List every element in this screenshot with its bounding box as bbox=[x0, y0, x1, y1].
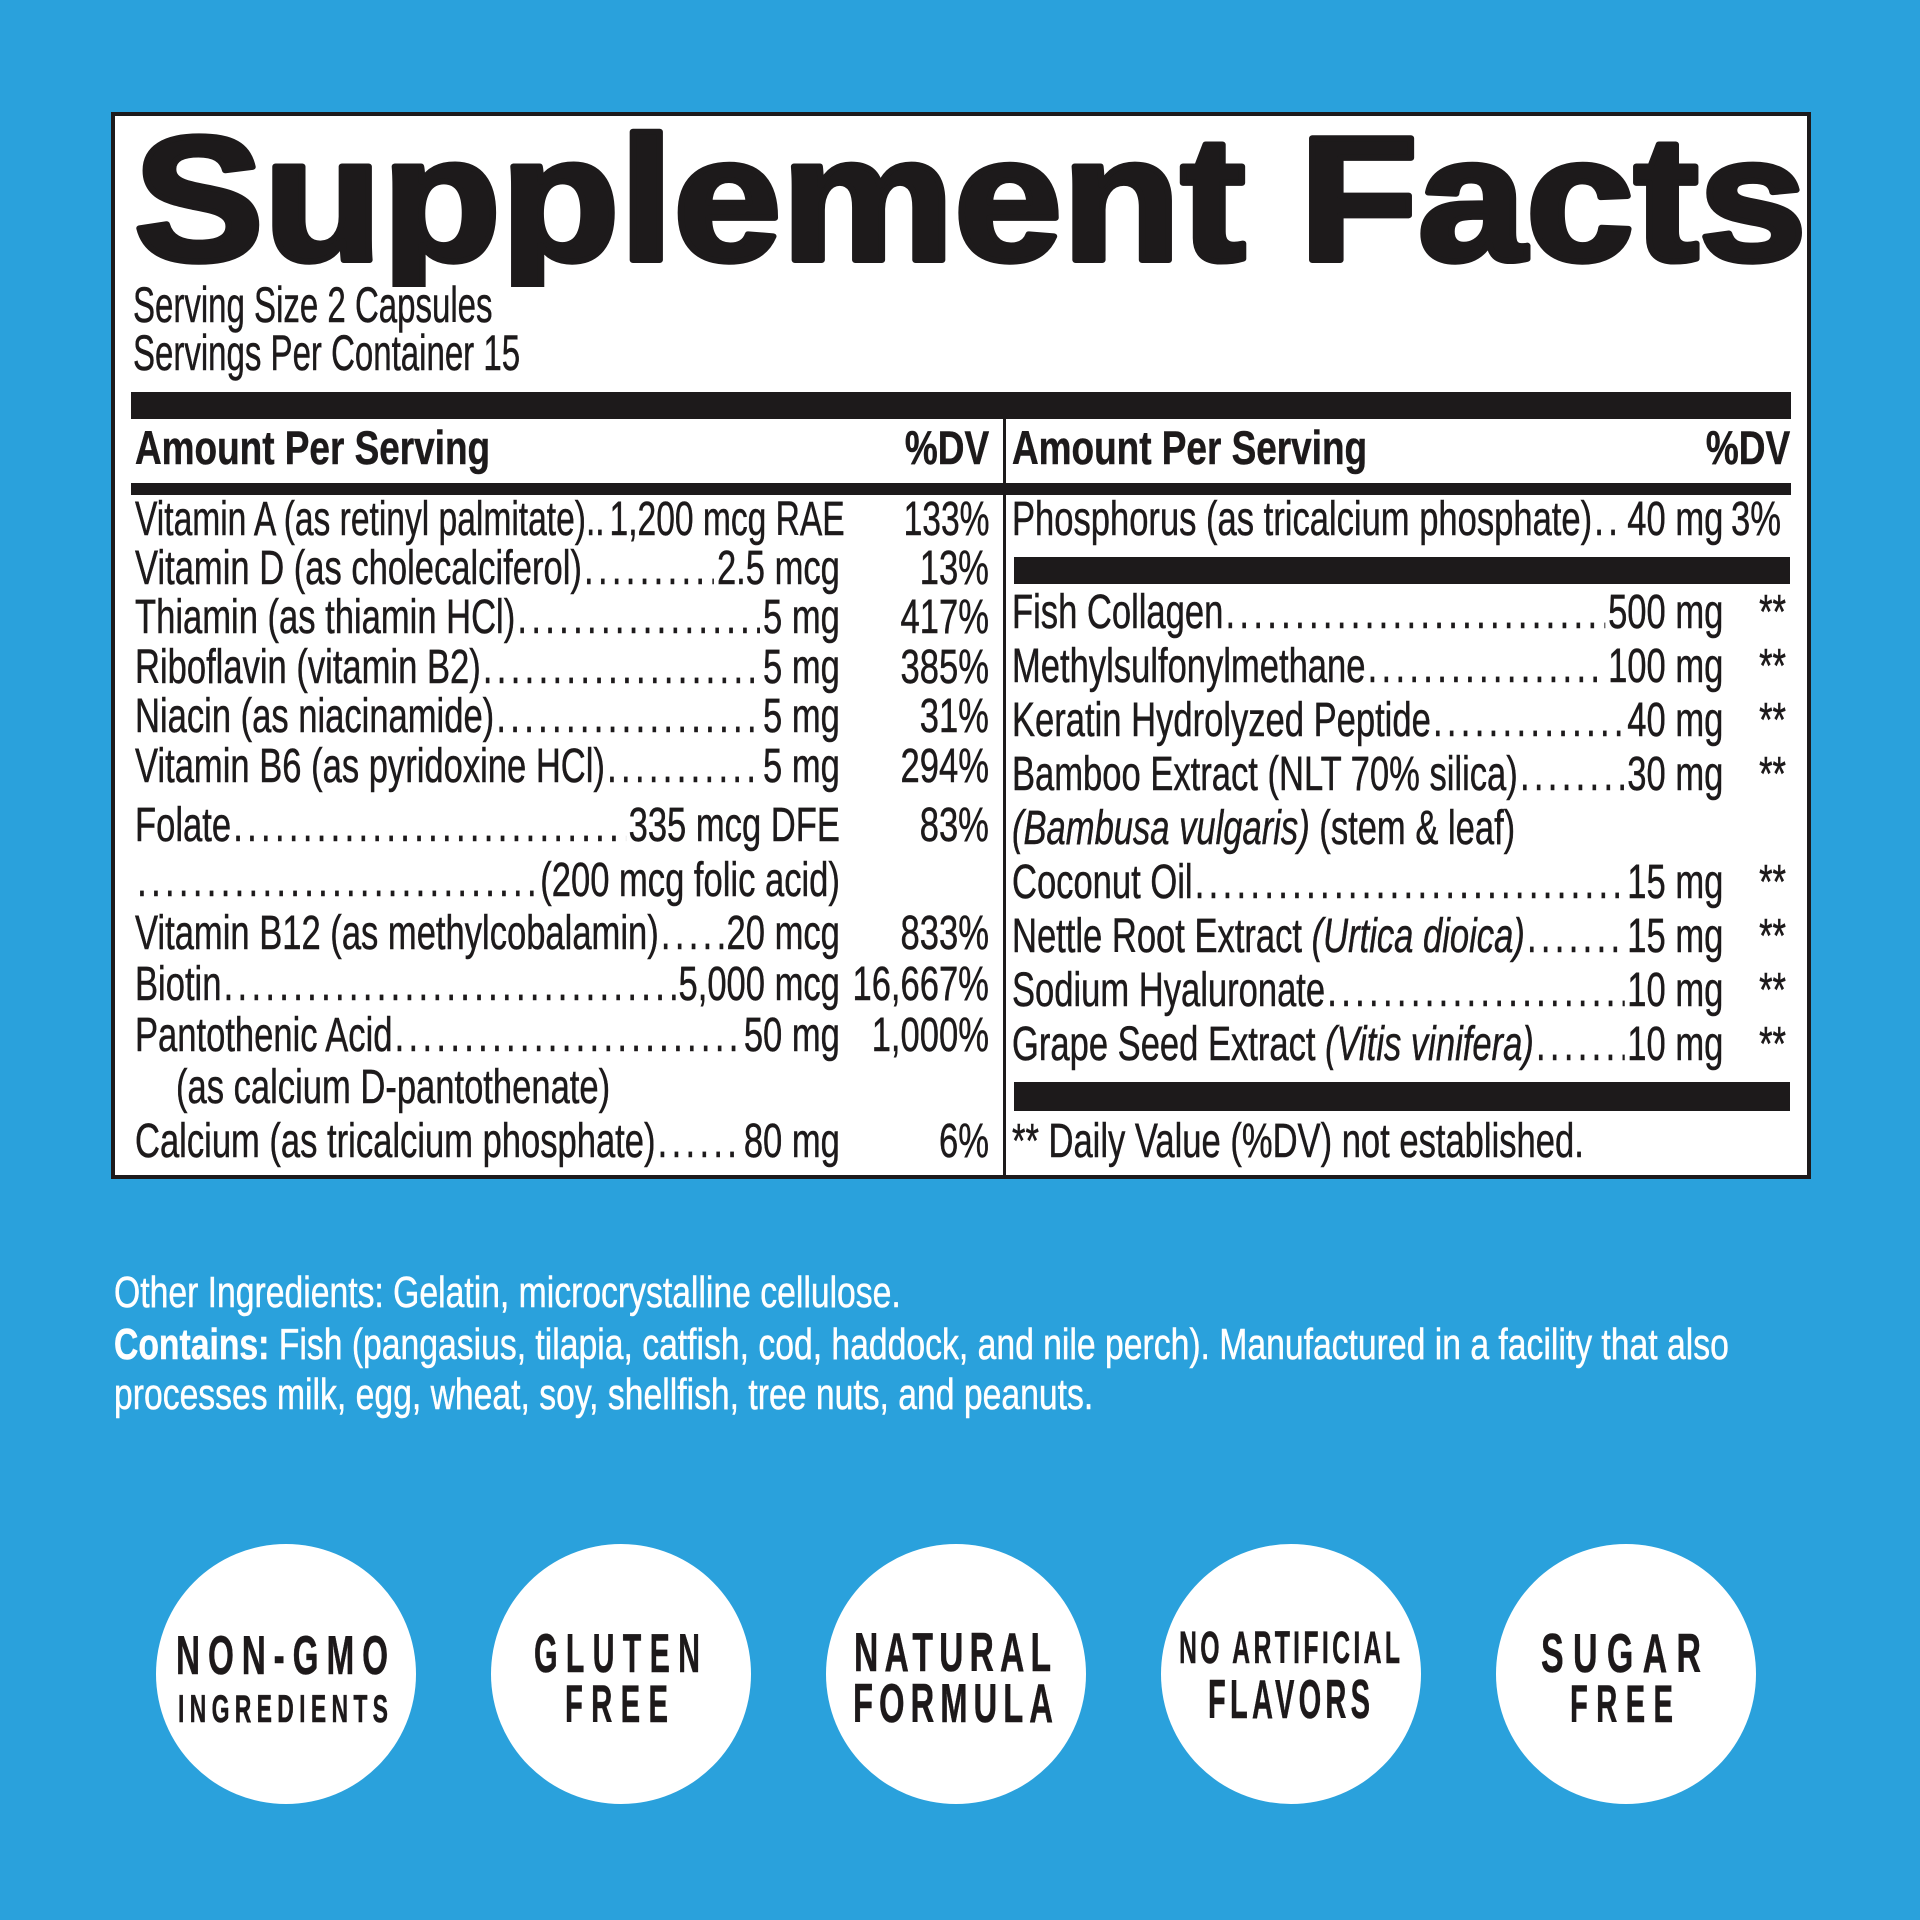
svg-text:Supplement Facts: Supplement Facts bbox=[134, 101, 1807, 287]
